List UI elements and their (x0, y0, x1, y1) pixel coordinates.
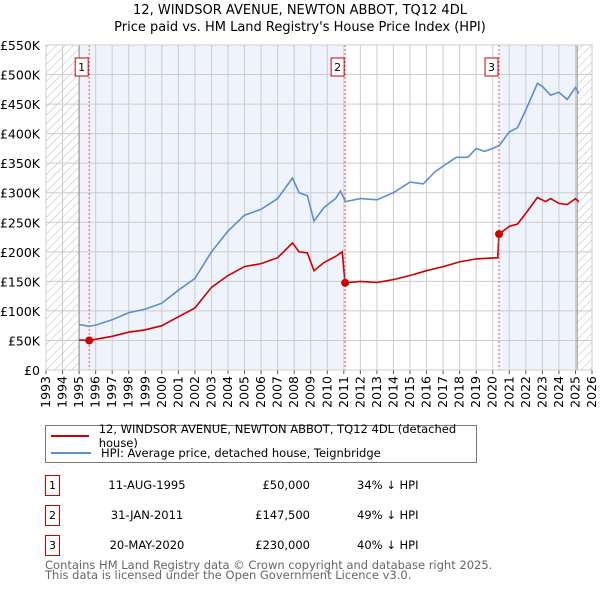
legend-item-hpi: HPI: Average price, detached house, Teig… (51, 445, 381, 461)
y-tick-label: £50K (8, 333, 41, 348)
chart-subtitle: Price paid vs. HM Land Registry's House … (114, 20, 486, 35)
legend-item-property: 12, WINDSOR AVENUE, NEWTON ABBOT, TQ12 4… (51, 422, 476, 450)
x-tick-label: 2002 (187, 376, 202, 408)
x-tick-label: 2008 (286, 376, 301, 408)
y-tick-label: £400K (0, 127, 41, 142)
sale-label: 3 (488, 61, 495, 74)
y-tick-label: £550K (0, 38, 41, 53)
x-tick-label: 2001 (170, 376, 185, 408)
x-tick-label: 1998 (121, 376, 136, 408)
x-tick-label: 2011 (336, 376, 351, 408)
sale-marker-badge: 2 (45, 505, 60, 526)
sale-row: 2 31-JAN-2011 £147,500 49% ↓ HPI (45, 505, 465, 526)
x-tick-label: 1996 (88, 376, 103, 408)
price-paid-line (79, 196, 580, 342)
x-tick-label: 2005 (237, 376, 252, 408)
sale-date: 31-JAN-2011 (110, 508, 184, 522)
x-tick-label: 2013 (369, 376, 384, 408)
sale-label: 2 (334, 61, 341, 74)
sale-hpi-diff: 49% ↓ HPI (357, 508, 419, 522)
y-tick-label: £150K (0, 274, 41, 289)
legend-swatch-blue (51, 452, 91, 454)
x-tick-label: 2016 (419, 376, 434, 408)
x-tick-label: 2012 (352, 376, 367, 408)
sale-point (495, 230, 504, 239)
hatched-region-after (577, 45, 592, 370)
shaded-period-1 (79, 45, 346, 370)
sale-marker-badge: 1 (45, 475, 60, 496)
x-tick-label: 2023 (534, 376, 549, 408)
x-tick-label: 2026 (584, 376, 599, 408)
footer-line-2: This data is licensed under the Open Gov… (45, 568, 412, 582)
x-tick-label: 2010 (319, 376, 334, 408)
y-tick-label: £300K (0, 186, 41, 201)
sale-hpi-diff: 34% ↓ HPI (357, 478, 419, 492)
x-tick-label: 2015 (402, 376, 417, 408)
sale-date: 20-MAY-2020 (109, 538, 185, 552)
sale-point (85, 336, 94, 345)
y-tick-label: £350K (0, 156, 41, 171)
legend: 12, WINDSOR AVENUE, NEWTON ABBOT, TQ12 4… (45, 422, 477, 463)
x-tick-label: 2009 (303, 376, 318, 408)
y-tick-label: £250K (0, 215, 41, 230)
x-tick-label: 2025 (567, 376, 582, 408)
x-tick-label: 2024 (551, 376, 566, 408)
legend-label: 12, WINDSOR AVENUE, NEWTON ABBOT, TQ12 4… (98, 422, 457, 450)
sale-date: 11-AUG-1995 (108, 478, 186, 492)
x-tick-label: 2020 (485, 376, 500, 408)
y-tick-label: £0 (24, 363, 40, 378)
x-tick-label: 2017 (435, 376, 450, 408)
sale-point (341, 278, 350, 287)
sale-price: £230,000 (255, 538, 310, 552)
sale-row: 1 11-AUG-1995 £50,000 34% ↓ HPI (45, 475, 465, 496)
chart-title: 12, WINDSOR AVENUE, NEWTON ABBOT, TQ12 4… (133, 3, 467, 18)
y-tick-label: £200K (0, 245, 41, 260)
sale-label-box (330, 57, 345, 77)
legend-label: HPI: Average price, detached house, Teig… (101, 446, 381, 460)
x-tick-label: 2022 (518, 376, 533, 408)
x-tick-label: 2003 (203, 376, 218, 408)
x-tick-label: 2007 (270, 376, 285, 408)
footer-line-1: Contains HM Land Registry data © Crown c… (45, 558, 493, 572)
x-tick-label: 2021 (501, 376, 516, 408)
x-tick-label: 2004 (220, 376, 235, 408)
x-tick-label: 2019 (468, 376, 483, 408)
y-tick-label: £100K (0, 304, 41, 319)
sale-hpi-diff: 40% ↓ HPI (357, 538, 419, 552)
sale-price: £50,000 (262, 478, 310, 492)
sale-row: 3 20-MAY-2020 £230,000 40% ↓ HPI (45, 535, 465, 556)
x-tick-label: 1997 (104, 376, 119, 408)
sale-label-box (484, 57, 499, 77)
x-tick-label: 2014 (385, 376, 400, 408)
line-chart: £0 £50K £100K £150K £200K £250K £300K £350K £400… (0, 38, 599, 408)
y-tick-label: £500K (0, 68, 41, 83)
x-tick-label: 1995 (71, 376, 86, 408)
sale-marker-badge: 3 (45, 535, 60, 556)
y-tick-label: £450K (0, 97, 41, 112)
x-tick-label: 2006 (253, 376, 268, 408)
hpi-line (78, 82, 580, 328)
plot-frame (45, 44, 593, 371)
sale-label: 1 (78, 61, 85, 74)
sale-price: £147,500 (255, 508, 310, 522)
x-tick-label: 2018 (452, 376, 467, 408)
footer: Contains HM Land Registry data © Crown c… (45, 558, 493, 582)
x-tick-label: 1993 (38, 376, 53, 408)
shaded-period-3 (499, 45, 578, 370)
x-tick-label: 1994 (55, 376, 70, 408)
x-tick-label: 1999 (137, 376, 152, 408)
x-tick-label: 2000 (154, 376, 169, 408)
sale-label-box (74, 57, 89, 77)
legend-swatch-red (51, 435, 89, 437)
